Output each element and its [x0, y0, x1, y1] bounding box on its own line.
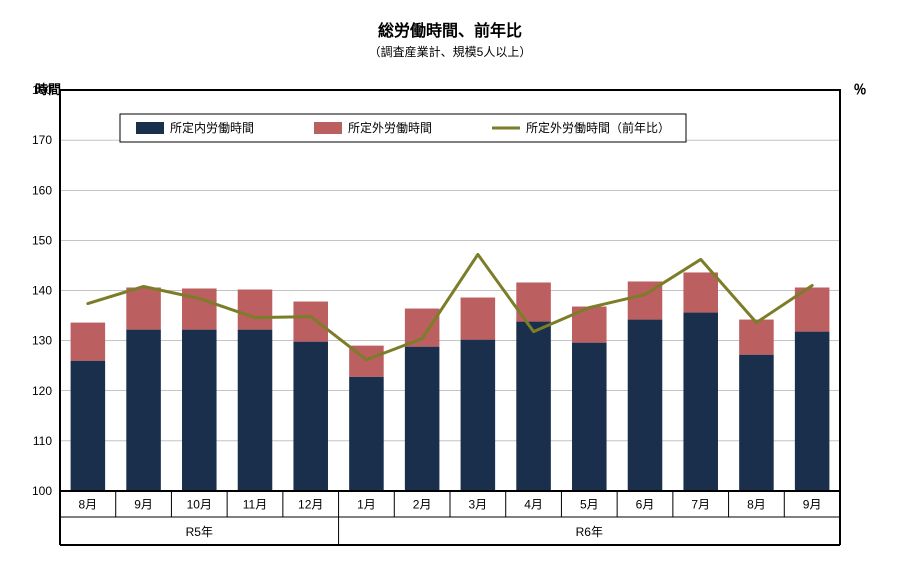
year-group-label: R5年: [186, 525, 213, 539]
x-tick-label: 8月: [747, 498, 766, 512]
bar-overtime: [739, 320, 774, 355]
x-tick-label: 10月: [187, 498, 212, 512]
legend-overtime-label: 所定外労働時間: [348, 120, 432, 135]
chart-svg: 総労働時間、前年比（調査産業計、規模5人以上）時間％10011012013014…: [0, 0, 900, 585]
x-tick-label: 11月: [243, 498, 267, 512]
bar-overtime: [405, 309, 440, 347]
bar-overtime: [71, 323, 106, 361]
bar-overtime: [238, 289, 273, 329]
legend-overtime-swatch: [314, 122, 342, 134]
x-tick-label: 6月: [636, 498, 655, 512]
x-tick-label: 5月: [580, 498, 599, 512]
x-tick-label: 1月: [357, 498, 376, 512]
bar-scheduled: [405, 347, 440, 491]
bar-scheduled: [516, 322, 551, 491]
x-tick-label: 8月: [79, 498, 98, 512]
bar-overtime: [461, 298, 496, 340]
bar-scheduled: [293, 342, 328, 491]
x-tick-label: 9月: [803, 498, 822, 512]
x-tick-label: 2月: [413, 498, 432, 512]
x-tick-label: 3月: [469, 498, 488, 512]
y-tick-label: 130: [32, 334, 52, 348]
bar-scheduled: [572, 343, 607, 491]
y-tick-label: 140: [32, 284, 52, 298]
year-group-label: R6年: [576, 525, 603, 539]
x-tick-label: 4月: [524, 498, 543, 512]
y-tick-label: 100: [32, 484, 52, 498]
bar-scheduled: [461, 340, 496, 491]
y-tick-label: 120: [32, 384, 52, 398]
x-tick-label: 7月: [691, 498, 710, 512]
bar-overtime: [293, 302, 328, 342]
bar-scheduled: [795, 332, 830, 491]
right-axis-label: ％: [853, 82, 866, 97]
bar-scheduled: [238, 330, 273, 491]
bar-scheduled: [628, 320, 663, 491]
bar-overtime: [683, 272, 718, 312]
y-tick-label: 110: [33, 434, 52, 448]
chart-title: 総労働時間、前年比: [378, 21, 522, 40]
bar-scheduled: [739, 355, 774, 491]
bar-scheduled: [349, 377, 384, 491]
chart-container: 総労働時間、前年比（調査産業計、規模5人以上）時間％10011012013014…: [0, 0, 900, 585]
x-tick-label: 9月: [134, 498, 153, 512]
y-tick-label: 150: [32, 233, 52, 247]
legend-scheduled-label: 所定内労働時間: [170, 120, 254, 135]
bar-overtime: [126, 287, 161, 329]
chart-subtitle: （調査産業計、規模5人以上）: [369, 44, 532, 59]
x-tick-label: 12月: [298, 498, 323, 512]
bar-scheduled: [71, 361, 106, 491]
bar-scheduled: [683, 313, 718, 491]
y-tick-label: 160: [32, 183, 52, 197]
y-tick-label: 170: [32, 133, 52, 147]
legend-overtime-yoy-label: 所定外労働時間（前年比）: [526, 120, 670, 135]
bar-scheduled: [182, 330, 217, 491]
y-tick-label: 180: [32, 83, 52, 97]
legend-scheduled-swatch: [136, 122, 164, 134]
bar-scheduled: [126, 330, 161, 491]
